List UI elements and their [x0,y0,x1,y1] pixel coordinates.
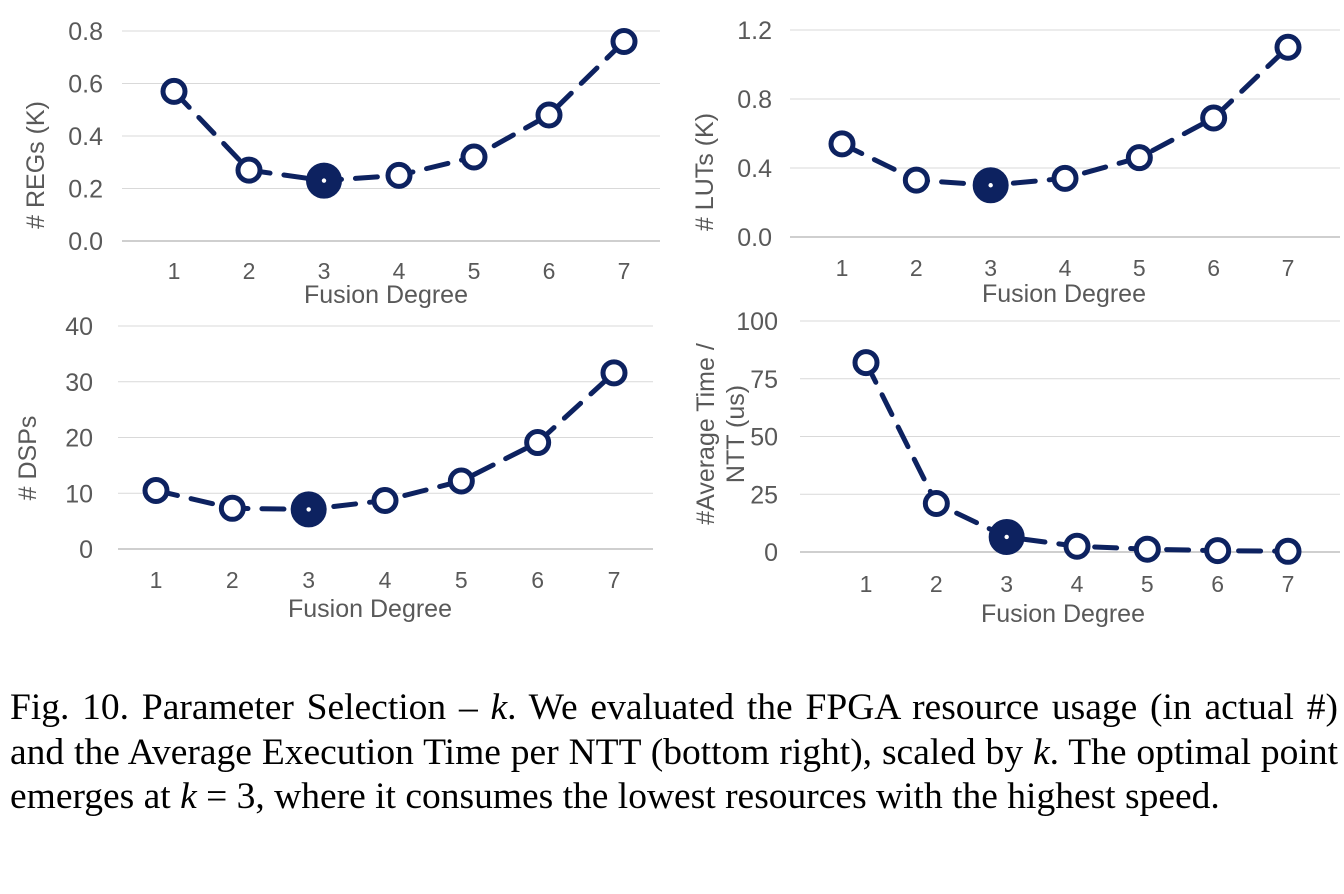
data-point [524,429,552,457]
x-tick-label: 1 [836,255,849,281]
y-tick-label: 0.0 [737,224,772,252]
y-tick-label: 10 [65,480,93,508]
data-point [922,489,950,517]
x-tick-label: 6 [543,258,556,284]
x-tick-label: 1 [860,571,873,597]
data-point [1204,537,1232,565]
x-tick-label: 4 [1059,255,1072,281]
y-axis-title-line: NTT (us) [722,385,750,483]
caption-text-4: = 3, where it consumes the lowest resour… [196,776,1220,817]
chart-luts: 0.0 0.4 0.8 1.2 1 2 3 4 5 6 7 Fusion Degree # LUTs (… [691,17,1340,308]
x-tick-label: 6 [1211,571,1224,597]
y-tick-label: 1.2 [737,17,772,45]
data-point [1200,104,1228,132]
series-line [863,360,1291,554]
y-tick-label: 25 [750,481,778,509]
data-point [235,156,263,184]
data-point [160,77,188,105]
data-point [902,166,930,194]
x-tick-label: 7 [618,258,631,284]
y-tick-label: 0.0 [68,228,103,256]
y-tick-label: 0.2 [68,176,103,204]
x-tick-label: 6 [1207,255,1220,281]
chart-dsps: 0 10 20 30 40 1 2 3 4 5 6 7 Fusion Degree # DSPs [14,313,653,623]
x-axis-title: Fusion Degree [982,280,1146,308]
y-tick-label: 30 [65,369,93,397]
chart-regs: 0.0 0.2 0.4 0.6 0.8 1 2 3 4 5 6 7 Fusion Degree # REG… [22,18,660,309]
y-axis-title-line: #Average Time / [692,343,720,525]
x-axis-title: Fusion Degree [304,281,468,309]
chart-ntt: 0 25 50 75 100 1 2 3 4 5 6 7 Fusion Degree #Average T… [692,308,1340,628]
y-tick-label: 0.6 [68,71,103,99]
data-point [1274,537,1302,565]
caption-text-3: . The optimal point emerges at [10,731,1338,818]
x-tick-label: 5 [1133,255,1146,281]
data-point-optimal-center [1004,534,1009,540]
y-tick-label: 0.4 [737,155,772,183]
caption-k-1: k [490,687,508,728]
data-point [447,467,475,495]
x-tick-label: 2 [910,255,923,281]
x-tick-label: 5 [455,567,468,593]
x-tick-label: 1 [168,258,181,284]
x-tick-label: 3 [984,255,997,281]
data-point [1125,144,1153,172]
x-axis-title: Fusion Degree [288,595,452,623]
figure-caption: Fig. 10. Parameter Selection – k. We eva… [10,686,1338,820]
x-tick-label: 5 [468,258,481,284]
x-tick-label: 3 [318,258,331,284]
x-tick-label: 2 [226,567,239,593]
data-point [535,101,563,129]
x-tick-label: 6 [531,567,544,593]
caption-text-2: . We evaluated the FPGA resource usage (… [10,687,1338,773]
data-point [371,486,399,514]
y-tick-label: 50 [750,424,778,452]
data-point [1133,535,1161,563]
y-axis-title: #Average Time /NTT (us) [692,343,750,525]
data-point [460,143,488,171]
x-tick-label: 7 [1282,571,1295,597]
y-tick-label: 0 [764,539,778,567]
data-point-optimal-center [306,507,311,512]
data-point [142,476,170,504]
data-point [1274,33,1302,61]
x-tick-label: 1 [150,567,163,593]
caption-k-3: k [180,776,197,817]
y-axis-title: # DSPs [14,416,42,501]
x-tick-label: 4 [393,258,406,284]
x-axis-title: Fusion Degree [981,600,1145,628]
caption-text-1: Fig. 10. Parameter Selection – [10,687,491,728]
y-tick-label: 75 [750,366,778,394]
y-tick-label: 40 [65,313,93,341]
data-point [218,494,246,522]
data-point-optimal-center [988,183,993,188]
x-tick-label: 5 [1141,571,1154,597]
data-point [828,130,856,158]
y-tick-label: 20 [65,425,93,453]
x-tick-label: 7 [1282,255,1295,281]
x-tick-label: 2 [243,258,256,284]
data-point [385,161,413,189]
figure-charts: 0.0 0.2 0.4 0.6 0.8 1 2 3 4 5 6 7 Fusion Degree # REG… [14,17,1340,628]
data-point [610,28,638,55]
x-tick-label: 4 [1071,571,1084,597]
x-tick-label: 3 [1000,571,1013,597]
y-tick-label: 0.8 [68,18,103,46]
y-tick-label: 100 [736,308,778,336]
y-tick-label: 0 [79,536,93,564]
y-tick-label: 0.4 [68,123,103,151]
x-tick-label: 3 [302,567,315,593]
x-tick-label: 7 [608,567,621,593]
y-tick-label: 0.8 [737,86,772,114]
data-point-optimal-center [321,178,327,183]
y-axis-title: # LUTs (K) [691,113,719,231]
data-point [1051,164,1079,192]
caption-k-2: k [1032,731,1050,773]
data-point [852,349,880,377]
data-point [1063,532,1091,560]
y-axis-title: # REGs (K) [22,101,50,229]
x-tick-label: 4 [379,567,392,593]
x-tick-label: 2 [930,571,943,597]
data-point [600,359,628,387]
